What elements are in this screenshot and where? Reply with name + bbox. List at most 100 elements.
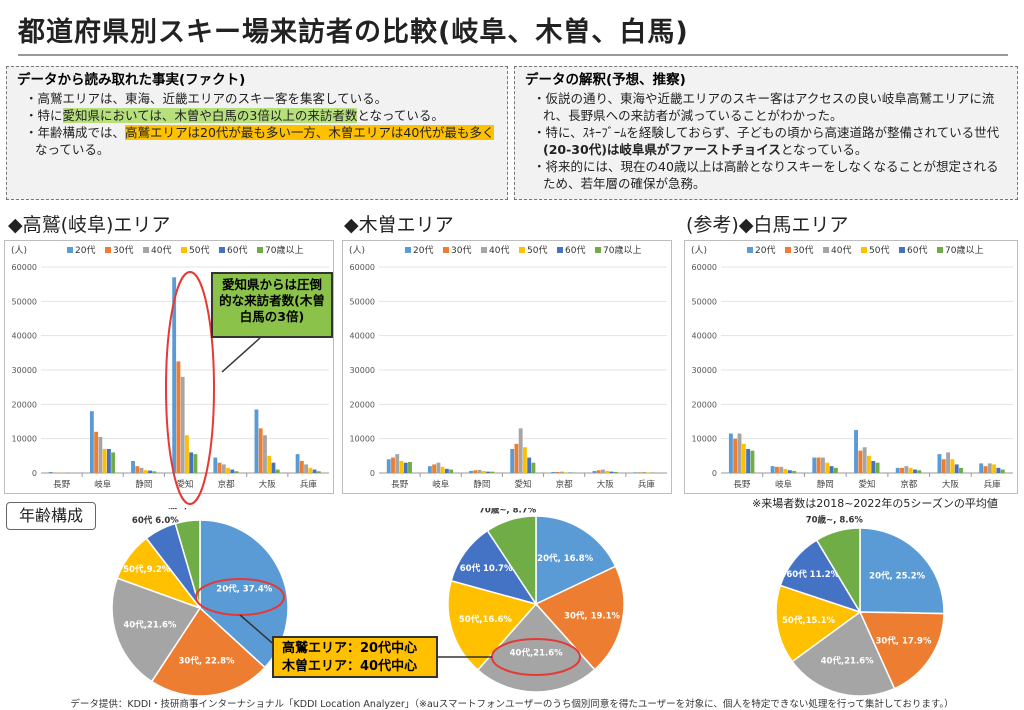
interp-line-1: ・仮説の通り、東海や近畿エリアのスキー客はアクセスの良い岐阜高鷲エリアに流れ、長… bbox=[533, 91, 995, 123]
bar bbox=[436, 462, 441, 473]
bar bbox=[395, 454, 400, 473]
aichi-callout: 愛知県からは圧倒的な来訪者数(木曽白馬の3倍) bbox=[211, 272, 333, 338]
bar bbox=[637, 472, 642, 473]
bar bbox=[275, 469, 280, 473]
pie-slice-label: 70歳~, 8.6% bbox=[806, 515, 864, 526]
legend-entry: 60代 bbox=[565, 245, 585, 256]
x-tick-label: 長野 bbox=[391, 480, 409, 490]
legend-swatch bbox=[443, 247, 449, 253]
x-tick-label: 愛知 bbox=[858, 479, 875, 490]
bar bbox=[295, 454, 300, 473]
data-note: ※来場者数は2018~2022年の5シーズンの平均値 bbox=[752, 497, 998, 510]
pie-slice bbox=[859, 527, 945, 615]
interp-line-2: ・特に、ｽｷｰﾌﾞｰﾑを経験しておらず、子どもの頃から高速道路が整備されている世… bbox=[533, 124, 1007, 158]
facts-line-2-highlight: 愛知県においては、木曽や白馬の3倍以上の来訪者数 bbox=[62, 108, 358, 123]
y-tick-label: 50000 bbox=[350, 297, 375, 306]
bar bbox=[568, 472, 573, 473]
legend-swatch bbox=[861, 247, 867, 253]
facts-line-3-a: ・年齢構成では、 bbox=[25, 125, 126, 140]
bar bbox=[941, 459, 946, 473]
legend-entry: 50代 bbox=[527, 245, 547, 256]
bar bbox=[490, 471, 495, 473]
pie-slice-label: 60代 6.0% bbox=[132, 515, 179, 526]
bar bbox=[399, 460, 404, 473]
bar bbox=[308, 467, 313, 473]
x-tick-label: 兵庫 bbox=[638, 479, 656, 490]
bar bbox=[1000, 469, 1005, 473]
bar bbox=[825, 462, 830, 473]
bar bbox=[267, 455, 272, 473]
y-tick-label: 40000 bbox=[350, 332, 375, 341]
pie-slice-label: 40代,21.6% bbox=[123, 620, 177, 631]
bar bbox=[148, 470, 152, 473]
hakuba-bar-chart: (人) 20代 30代 40代 50代 60代 70歳以上 0 10000 20000 30000 4… bbox=[691, 244, 1013, 490]
bar bbox=[950, 459, 955, 473]
bar bbox=[979, 463, 984, 473]
bar bbox=[820, 457, 825, 473]
x-tick-label: 兵庫 bbox=[984, 479, 1002, 490]
x-tick-label: 大阪 bbox=[942, 479, 960, 490]
bar bbox=[642, 471, 647, 473]
bar bbox=[444, 468, 449, 473]
interp-line-2-bold: (20-30代)は岐阜県がファーストチョイス bbox=[543, 142, 781, 157]
bar bbox=[486, 471, 490, 473]
bar bbox=[316, 471, 321, 473]
kiso-pie-chart: 20代, 16.8% 30代, 19.1% 40代,21.6% 50代,16.6% 60… bbox=[447, 508, 625, 693]
interp-line-2-c: となっている。 bbox=[780, 142, 868, 157]
interp-line-2-a: ・特に、ｽｷｰﾌﾞｰﾑを経験しておらず、子どもの頃から高速道路が整備されている世… bbox=[533, 125, 1000, 140]
legend-entry: 70歳以上 bbox=[603, 244, 641, 256]
x-tick-label: 兵庫 bbox=[300, 479, 318, 490]
bar bbox=[514, 443, 519, 473]
x-tick-label: 岐阜 bbox=[775, 479, 793, 490]
facts-heading: データから読み取れた事実(ファクト) bbox=[17, 72, 246, 88]
bar bbox=[913, 469, 917, 473]
bar bbox=[230, 469, 235, 473]
page-title: 都道府県別スキー場来訪者の比較(岐阜、木曽、白馬) bbox=[18, 10, 1008, 56]
pie-slice-label: 60代 10.7% bbox=[460, 563, 513, 574]
x-tick-label: 京都 bbox=[218, 479, 236, 490]
y-tick-label: 50000 bbox=[12, 297, 37, 306]
legend-swatch bbox=[181, 247, 187, 253]
x-tick-label: 京都 bbox=[900, 479, 918, 490]
bar bbox=[94, 431, 99, 473]
bar bbox=[254, 409, 259, 473]
facts-line-3-highlight: 高鷲エリアは20代が最も多い一方、木曽エリアは40代が最も多く bbox=[125, 125, 495, 140]
bar bbox=[510, 448, 515, 473]
pie-slice-label: 70歳~, 4.6% bbox=[157, 508, 215, 511]
legend-swatch bbox=[405, 247, 411, 253]
legend-swatch bbox=[747, 247, 753, 253]
legend-swatch bbox=[785, 247, 791, 253]
bar bbox=[226, 467, 230, 473]
hakuba-pie-chart: 20代, 25.2% 30代, 17.9%40代,21.6% 50代,15.1% 60… bbox=[775, 515, 945, 697]
bar bbox=[98, 436, 103, 473]
facts-box: データから読み取れた事実(ファクト) ・高鷲エリアは、東海、近畿エリアのスキー客… bbox=[6, 66, 508, 200]
pie-slice-label: 20代, 37.4% bbox=[216, 584, 272, 595]
bar bbox=[432, 464, 437, 473]
takasu-pie-chart: 20代, 37.4% 30代, 22.8% 40代,21.6% 50代,9.2% 60代… bbox=[111, 508, 289, 697]
legend-entry: 20代 bbox=[413, 245, 433, 256]
section-title-hakuba: (参考)◆白馬エリア bbox=[686, 214, 849, 236]
bar bbox=[596, 470, 601, 473]
bar bbox=[440, 466, 445, 473]
bar bbox=[572, 472, 577, 473]
x-tick-label: 長野 bbox=[733, 480, 751, 490]
bar bbox=[646, 472, 651, 473]
bar bbox=[812, 457, 817, 473]
bar bbox=[946, 452, 951, 473]
bar bbox=[427, 466, 432, 473]
pie-slice-label: 50代,9.2% bbox=[123, 564, 171, 575]
facts-line-2-a: ・特に bbox=[25, 108, 63, 123]
y-tick-label: 20000 bbox=[692, 400, 717, 409]
pie-slice bbox=[486, 515, 537, 607]
legend-entry: 20代 bbox=[75, 245, 95, 256]
bar bbox=[592, 470, 597, 473]
pie-slice-label: 30代, 19.1% bbox=[564, 610, 620, 621]
facts-line-3: ・年齢構成では、高鷲エリアは20代が最も多い一方、木曽エリアは40代が最も多くな… bbox=[25, 124, 497, 158]
y-tick-label: 20000 bbox=[350, 400, 375, 409]
x-tick-label: 静岡 bbox=[817, 479, 834, 490]
bar bbox=[304, 464, 309, 473]
bar bbox=[527, 457, 532, 473]
bar bbox=[193, 454, 198, 473]
y-tick-label: 30000 bbox=[692, 366, 717, 375]
y-axis-label: (人) bbox=[11, 245, 27, 256]
